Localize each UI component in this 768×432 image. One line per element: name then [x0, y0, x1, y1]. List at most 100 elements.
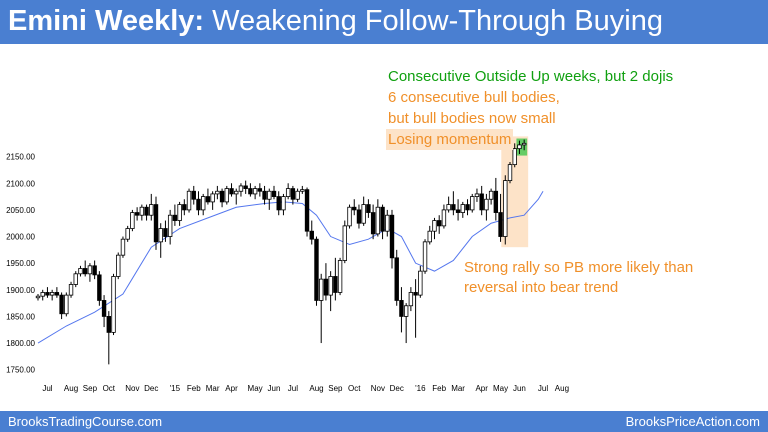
- bull-candle: [521, 142, 527, 146]
- bull-candle: [460, 204, 465, 213]
- bull-candle: [73, 273, 78, 285]
- bear-candle: [182, 204, 187, 211]
- x-tick-label: Mar: [206, 384, 220, 393]
- bear-candle: [153, 204, 159, 243]
- x-tick-label: Sep: [328, 384, 343, 393]
- bull-candle: [234, 190, 239, 195]
- footer-right-link[interactable]: BrooksPriceAction.com: [625, 414, 760, 429]
- bull-candle: [347, 206, 352, 227]
- bear-candle: [59, 294, 64, 315]
- x-tick-label: Sep: [83, 384, 98, 393]
- bear-candle: [144, 206, 149, 216]
- bull-candle: [441, 209, 447, 227]
- bear-candle: [248, 188, 253, 195]
- bull-candle: [158, 228, 163, 243]
- footer-bar: BrooksTradingCourse.com BrooksPriceActio…: [0, 411, 768, 432]
- x-tick-label: Apr: [225, 384, 238, 393]
- bear-candle: [314, 238, 319, 301]
- y-tick-label: 1800.00: [6, 339, 35, 348]
- title-bold: Emini Weekly:: [8, 5, 205, 37]
- bear-candle: [333, 276, 338, 293]
- bear-candle: [366, 204, 371, 213]
- bull-candle: [167, 214, 173, 237]
- annotation-outside-up: Consecutive Outside Up weeks, but 2 doji…: [388, 68, 674, 85]
- bull-candle: [224, 188, 229, 203]
- x-tick-label: Apr: [475, 384, 488, 393]
- bull-candle: [488, 190, 494, 200]
- y-tick-label: 1900.00: [6, 286, 35, 295]
- bear-candle: [219, 190, 225, 203]
- bull-candle: [408, 292, 414, 307]
- bear-candle: [323, 278, 329, 296]
- bull-candle: [328, 276, 333, 296]
- y-tick-label: 2150.00: [6, 153, 35, 162]
- x-tick-label: Nov: [371, 384, 385, 393]
- bear-candle: [352, 206, 357, 211]
- bull-candle: [130, 212, 135, 229]
- bull-candle: [200, 196, 206, 211]
- x-tick-label: Jul: [42, 384, 52, 393]
- bear-candle: [498, 212, 503, 237]
- y-tick-label: 2000.00: [6, 233, 35, 242]
- bull-candle: [507, 164, 513, 181]
- bull-candle: [281, 196, 286, 211]
- bull-candle: [446, 204, 451, 211]
- bear-candle: [493, 190, 499, 213]
- title-bar: Emini Weekly: Weakening Follow-Through B…: [0, 0, 768, 44]
- bear-candle: [262, 190, 267, 200]
- bull-candle: [252, 188, 258, 195]
- x-tick-label: Aug: [555, 384, 569, 393]
- title-rest: Weakening Follow-Through Buying: [212, 5, 663, 37]
- bear-candle: [163, 228, 168, 237]
- bull-candle: [78, 268, 83, 275]
- annotation-reversal: reversal into bear trend: [464, 279, 619, 296]
- x-tick-label: Oct: [348, 384, 361, 393]
- bear-candle: [83, 268, 88, 275]
- bear-candle: [101, 300, 107, 317]
- bear-candle: [92, 265, 97, 276]
- bull-candle: [474, 193, 480, 197]
- bear-candle: [196, 198, 201, 211]
- x-tick-label: Mar: [451, 384, 465, 393]
- bear-candle: [356, 209, 362, 224]
- bull-candle: [87, 265, 93, 275]
- bull-candle: [64, 294, 69, 315]
- annotation-bull-bodies: 6 consecutive bull bodies,: [388, 89, 560, 106]
- x-tick-label: Jul: [538, 384, 548, 393]
- bull-candle: [116, 254, 121, 277]
- bull-candle: [337, 260, 343, 293]
- bear-candle: [451, 204, 456, 211]
- bear-candle: [380, 206, 385, 232]
- y-tick-label: 1750.00: [6, 366, 35, 375]
- bull-candle: [342, 225, 347, 261]
- x-tick-label: Aug: [309, 384, 323, 393]
- x-tick-label: Dec: [390, 384, 404, 393]
- x-tick-label: Feb: [432, 384, 446, 393]
- bear-candle: [229, 188, 234, 195]
- footer-left-link[interactable]: BrooksTradingCourse.com: [8, 414, 163, 429]
- x-tick-label: Dec: [144, 384, 158, 393]
- bull-candle: [375, 206, 381, 235]
- bull-candle: [470, 196, 475, 211]
- bear-candle: [290, 188, 296, 200]
- bull-candle: [318, 278, 324, 301]
- bear-candle: [309, 230, 314, 240]
- bear-candle: [134, 212, 140, 216]
- bull-candle: [139, 206, 145, 216]
- bull-candle: [68, 284, 74, 296]
- y-tick-label: 1850.00: [6, 312, 35, 321]
- bear-candle: [54, 292, 60, 296]
- bull-candle: [503, 180, 508, 237]
- bear-candle: [257, 188, 263, 192]
- bull-candle: [361, 204, 366, 224]
- y-tick-label: 2050.00: [6, 206, 35, 215]
- bear-candle: [479, 193, 484, 211]
- bear-candle: [97, 274, 102, 301]
- bull-candle: [385, 214, 390, 232]
- x-tick-label: Oct: [103, 384, 116, 393]
- bear-candle: [304, 189, 310, 232]
- bear-candle: [45, 292, 50, 296]
- bull-candle: [517, 144, 522, 150]
- bull-candle: [186, 190, 192, 211]
